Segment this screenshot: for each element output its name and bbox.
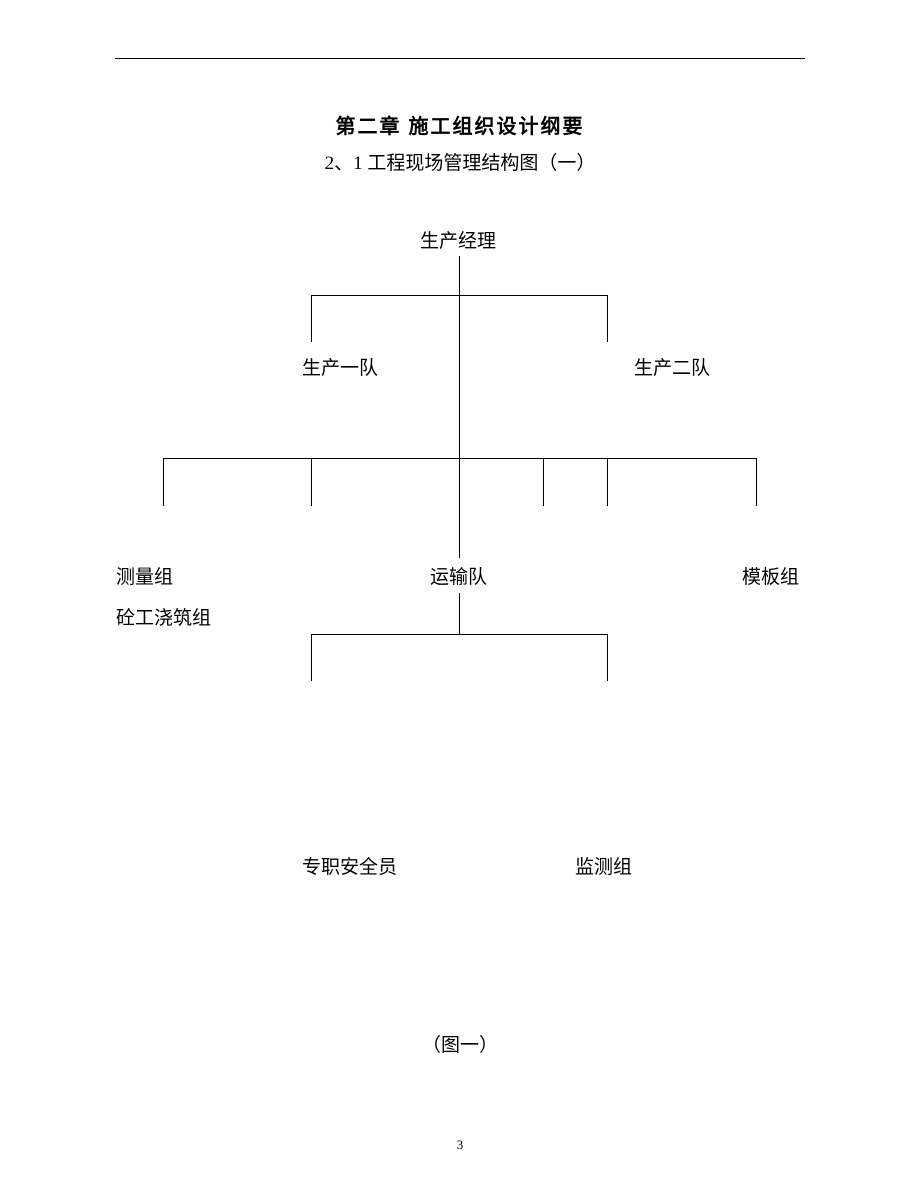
node-team1: 生产一队 xyxy=(302,353,378,380)
connector-level3-bar xyxy=(311,634,607,635)
connector-main-stem xyxy=(459,256,460,558)
node-team2: 生产二队 xyxy=(634,353,710,380)
node-concrete: 砼工浇筑组 xyxy=(116,603,211,630)
node-formwork: 模板组 xyxy=(742,562,799,589)
node-measure: 测量组 xyxy=(116,562,173,589)
connector-level2-drop-4 xyxy=(607,458,608,506)
connector-level1-drop-left xyxy=(311,295,312,342)
node-safety: 专职安全员 xyxy=(302,852,397,879)
connector-level2-drop-1 xyxy=(163,458,164,506)
node-monitor: 监测组 xyxy=(575,852,632,879)
org-chart: 生产经理 生产一队 生产二队 测量组 运输队 模板组 砼工浇筑组 专职安全员 监… xyxy=(0,0,920,1191)
connector-level3-drop-left xyxy=(311,634,312,681)
connector-level3-drop-right xyxy=(607,634,608,681)
node-root: 生产经理 xyxy=(420,226,496,253)
figure-caption: （图一） xyxy=(0,1030,920,1057)
connector-level2-drop-2 xyxy=(311,458,312,506)
connector-level1-bar xyxy=(311,295,607,296)
connector-level1-drop-right xyxy=(607,295,608,342)
connector-level2-drop-3 xyxy=(543,458,544,506)
node-transport: 运输队 xyxy=(430,562,487,589)
document-page: 第二章 施工组织设计纲要 2、1 工程现场管理结构图（一） 生产经理 生产一队 … xyxy=(0,0,920,1191)
connector-level3-stem xyxy=(459,593,460,635)
page-number: 3 xyxy=(0,1137,920,1153)
connector-level2-drop-5 xyxy=(756,458,757,506)
connector-level2-bar xyxy=(163,458,756,459)
